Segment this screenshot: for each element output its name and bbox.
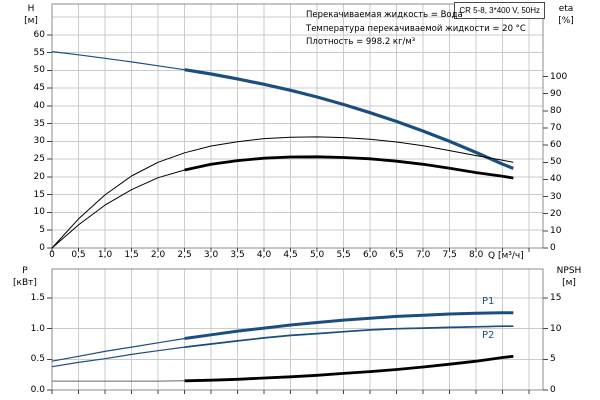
p-axis-tick-label: 0.0 [30, 385, 45, 395]
eta-axis-tick-label: 80 [550, 105, 562, 116]
plot-frame [51, 3, 544, 249]
q-axis-tick-label: 4,5 [283, 250, 298, 260]
plot-frame [51, 268, 544, 391]
eta-axis-tick-label: 10 [550, 225, 562, 236]
p-axis-title: P [кВт] [10, 265, 40, 289]
q-axis-tick-label: 5,0 [309, 250, 325, 260]
p1-curve-duty [184, 311, 514, 340]
q-axis-tick-label: 1,0 [97, 250, 113, 260]
h-axis-tick-label: 55 [33, 47, 45, 58]
h-axis-tick-label: 10 [33, 207, 45, 218]
h-axis-tick-label: 25 [33, 154, 45, 165]
p-axis-tick-label: 1.0 [30, 323, 45, 334]
q-axis-tick-label: 6,5 [389, 250, 404, 260]
q-axis-tick-label: 2,5 [177, 250, 192, 260]
eta-axis-title: eta [%] [550, 3, 582, 27]
h-axis-tick-label: 20 [33, 171, 45, 182]
eta-axis-tick-label: 100 [550, 71, 568, 82]
q-axis-tick-label: 8,0 [469, 250, 484, 260]
npsh-curve-duty [184, 354, 514, 383]
q-axis-tick-label: 3,0 [203, 250, 219, 260]
npsh-axis-name: NPSH [556, 266, 582, 276]
eta-axis-tick-label: 60 [550, 140, 562, 151]
h-axis-tick-label: 15 [33, 189, 45, 200]
h-axis-unit: [м] [24, 16, 38, 26]
q-axis-tick-label: 1,5 [124, 250, 139, 260]
eta-axis-tick-label: 90 [550, 88, 562, 99]
q-axis-tick-label: 6,0 [362, 250, 378, 260]
h-axis-name: H [27, 4, 35, 14]
h-axis-title: H [м] [17, 3, 45, 27]
h-axis-tick-label: 45 [33, 83, 45, 94]
fluid-line: Перекачиваемая жидкость = Вода [306, 10, 463, 20]
q-axis-tick-label: 5,5 [336, 250, 351, 260]
q-axis-tick-label: 0,5 [71, 250, 86, 260]
eta-axis-tick-label: 70 [550, 122, 562, 133]
temp-line: Температура перекачиваемой жидкости = 20… [306, 23, 526, 34]
h-axis-tick-label: 60 [33, 29, 45, 40]
h-axis-tick-label: 30 [33, 136, 45, 147]
npsh-axis-tick-label: 0 [550, 385, 556, 395]
p1-curve-label: P1 [482, 296, 495, 307]
eta-axis-tick-label: 50 [550, 157, 562, 168]
npsh-axis-tick-label: 15 [550, 293, 562, 303]
p-axis-tick-label: 1.5 [30, 293, 45, 303]
h-axis-tick-label: 5 [39, 225, 45, 236]
npsh-axis-unit: [м] [562, 278, 576, 288]
h-axis-tick-label: 35 [33, 118, 45, 129]
h-curve-duty [184, 68, 514, 170]
q-axis-tick-label: 7,0 [415, 250, 431, 260]
eta-axis-tick-label: 30 [550, 191, 562, 202]
q-axis-title: Q [м³/ч] [488, 251, 524, 261]
eta-axis-unit: [%] [558, 16, 574, 26]
h-axis-tick-label: 50 [33, 65, 45, 76]
p-axis-name: P [22, 266, 28, 276]
density-line: Плотность = 998.2 кг/м³ [306, 37, 416, 47]
p-axis-tick-label: 0.5 [30, 354, 45, 365]
npsh-axis-title: NPSH [м] [548, 265, 590, 289]
q-axis-tick-label: 0 [49, 250, 55, 260]
npsh-axis-tick-label: 10 [550, 323, 562, 334]
p2-curve-label: P2 [482, 330, 495, 341]
eta1-curve [51, 136, 514, 249]
q-axis-tick-label: 4,0 [256, 250, 272, 260]
eta-axis-tick-label: 20 [550, 208, 562, 219]
npsh-axis-tick-label: 5 [550, 354, 556, 365]
eta-axis-tick-label: 40 [550, 174, 562, 185]
q-axis-tick-label: 3,5 [230, 250, 245, 260]
eta-axis-name: eta [558, 4, 574, 14]
p2-curve-duty [184, 325, 514, 348]
pump-model-box: CR 5-8, 3*400 V, 50Hz [454, 2, 545, 19]
h-axis-tick-label: 0 [39, 243, 45, 253]
q-axis-tick-label: 2,0 [150, 250, 166, 260]
h-axis-tick-label: 40 [33, 100, 45, 111]
fluid-info: Перекачиваемая жидкость = Вода Температу… [306, 9, 526, 50]
q-axis-tick-label: 7,5 [442, 250, 457, 260]
p-axis-unit: [кВт] [13, 278, 37, 288]
eta2-curve-duty [184, 155, 514, 180]
eta-axis-tick-label: 0 [550, 243, 556, 253]
